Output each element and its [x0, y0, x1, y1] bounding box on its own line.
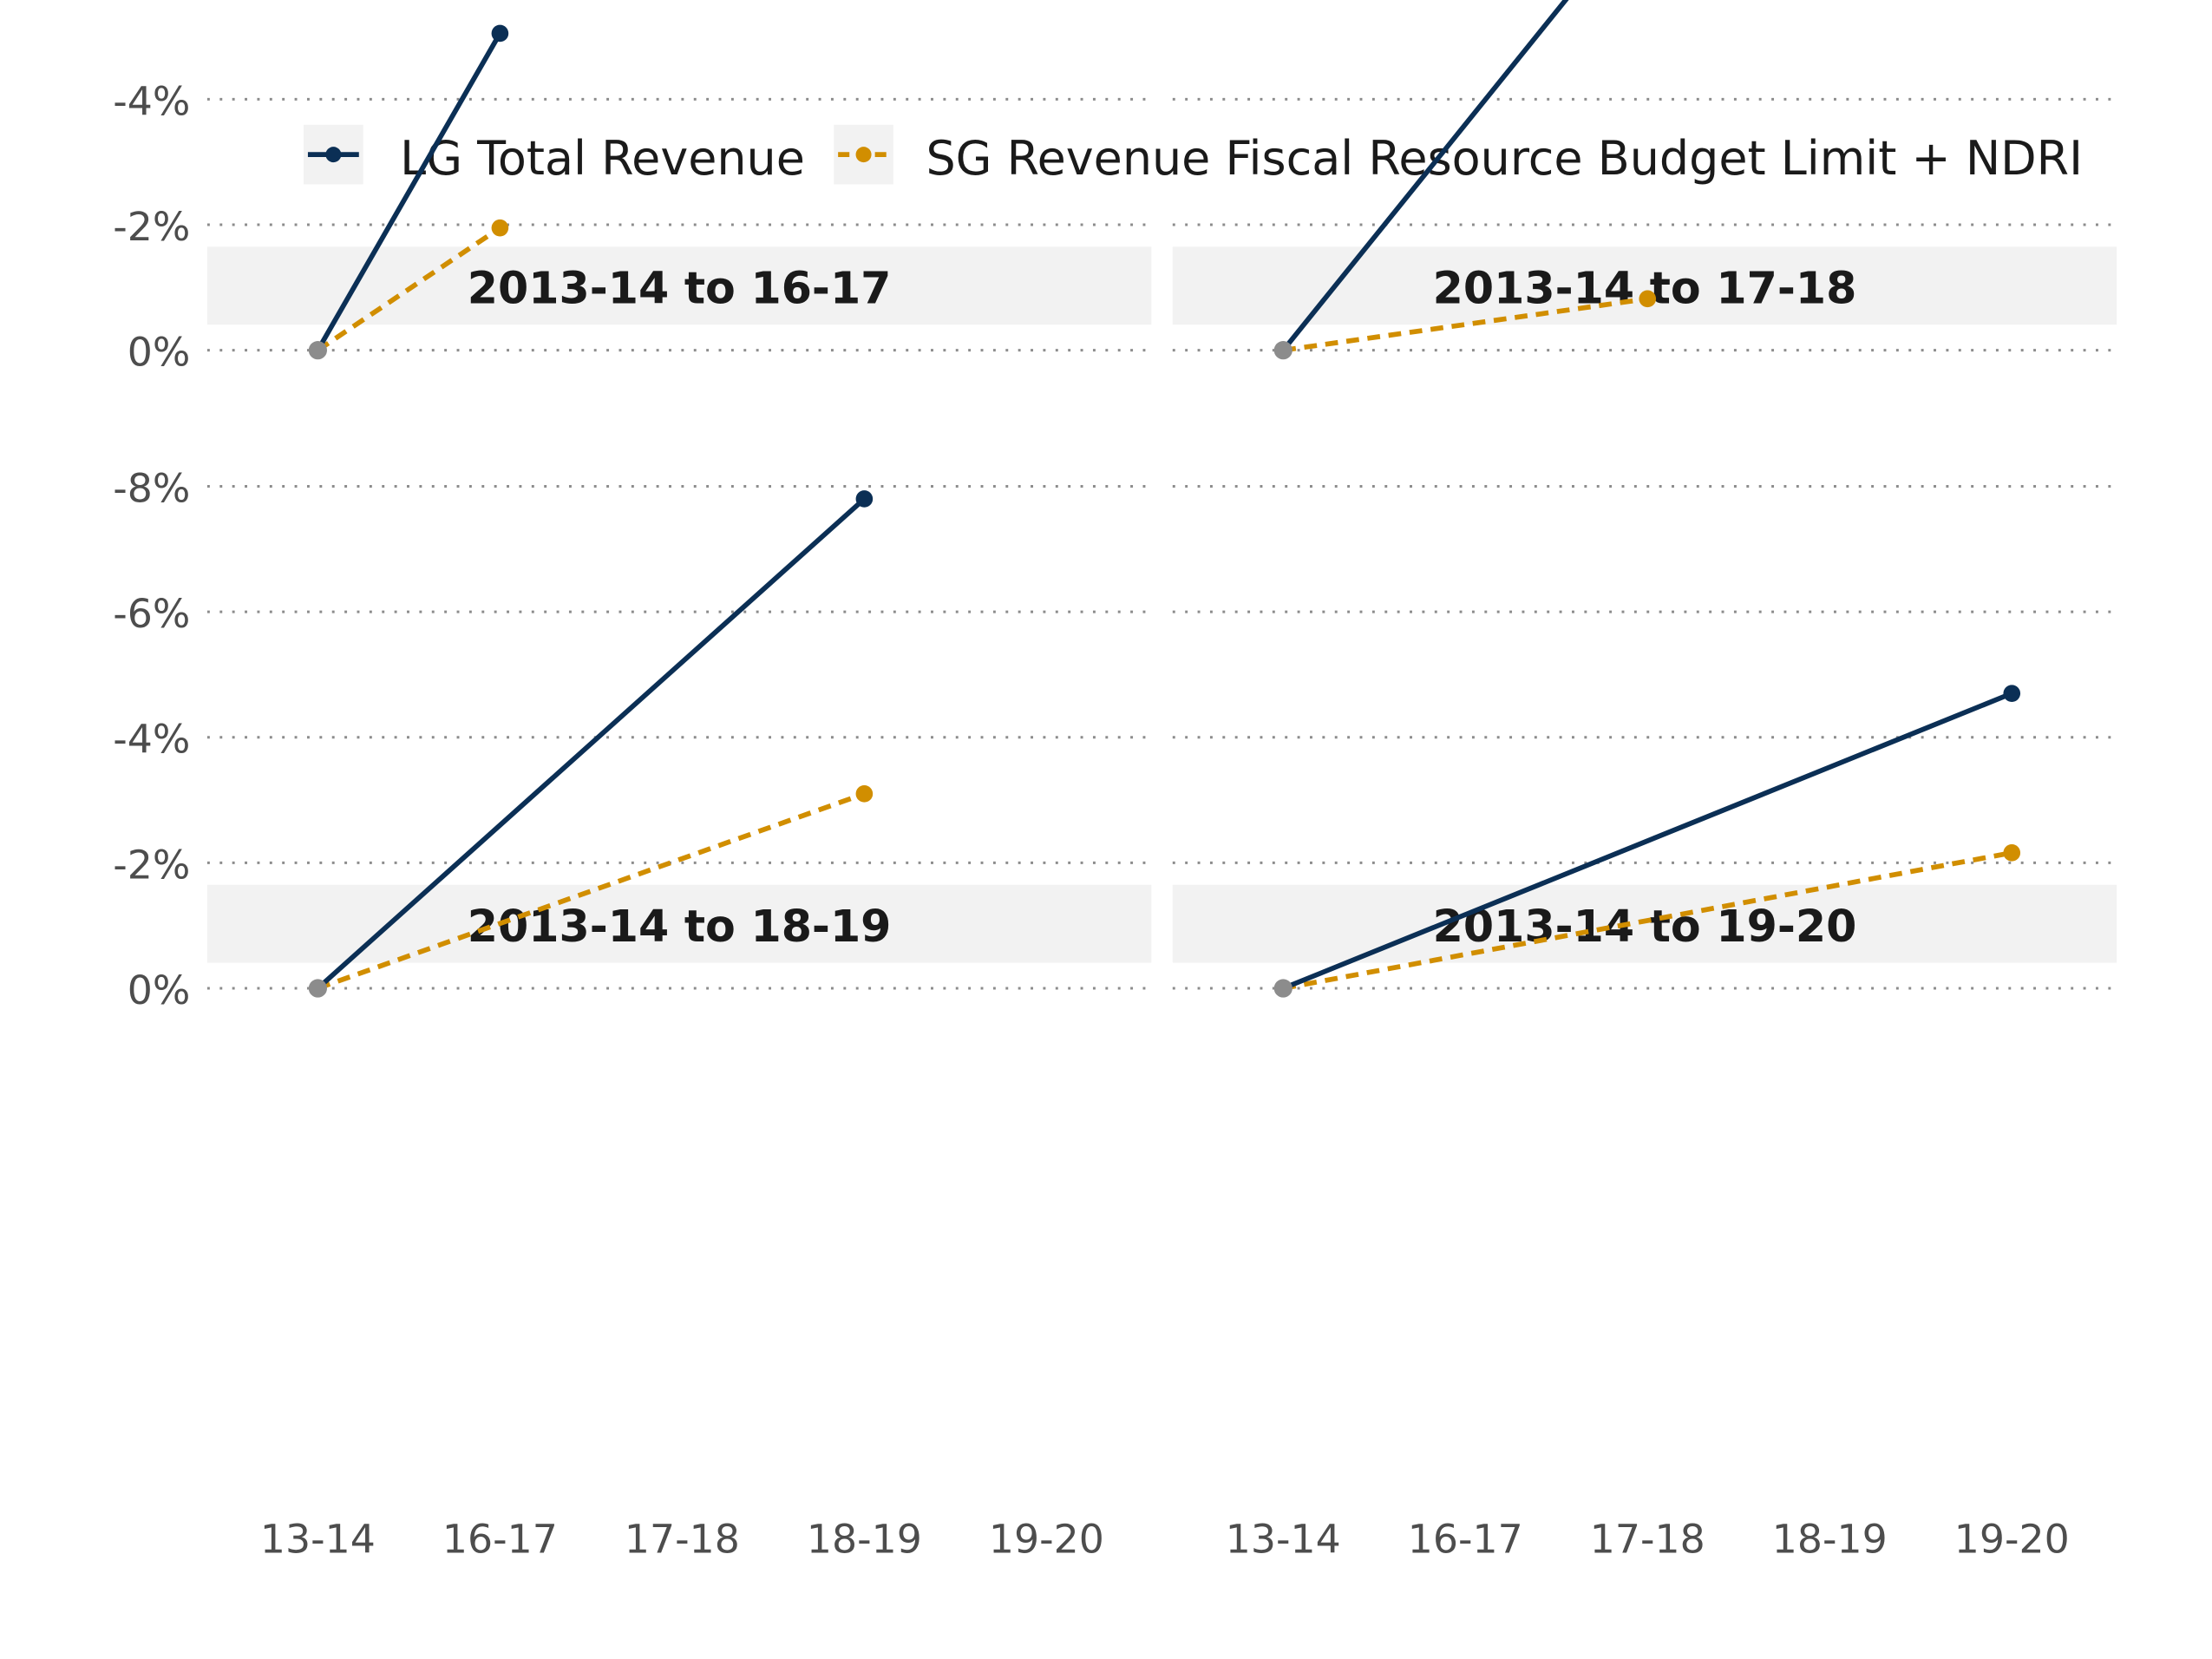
- x-tick-label: 16-17: [442, 1516, 558, 1562]
- y-tick-label: -2%: [113, 842, 190, 888]
- data-point-start: [1273, 341, 1293, 360]
- series-line-sg: [1282, 296, 1648, 353]
- legend-key-point-lg: [325, 147, 342, 163]
- y-tick-label: -4%: [113, 78, 190, 124]
- data-point-start: [1273, 979, 1293, 998]
- x-tick-label: 17-18: [625, 1516, 740, 1562]
- y-tick-label: -2%: [113, 204, 190, 250]
- x-tick-label: 18-19: [1772, 1516, 1888, 1562]
- series-line-sg: [316, 226, 501, 353]
- facet-panel: 2013-14 to 18-19 0% -2% -4% -6% -8% 13-14 16-17…: [113, 466, 1152, 1562]
- x-tick-label: 19-20: [1954, 1516, 2070, 1562]
- facet-strip: [1172, 884, 2117, 963]
- facet-title: 2013-14 to 19-20: [1433, 901, 1857, 952]
- x-tick-label: 13-14: [1226, 1516, 1341, 1562]
- facet-strip: [1172, 246, 2117, 325]
- data-point-lg: [491, 24, 509, 43]
- y-tick-label: -8%: [113, 466, 190, 512]
- data-point-start: [308, 979, 328, 998]
- legend: LG Total Revenue SG Revenue Fiscal Resou…: [304, 124, 2083, 186]
- x-tick-label: 13-14: [260, 1516, 376, 1562]
- x-tick-label: 19-20: [989, 1516, 1104, 1562]
- series-line-sg: [1282, 850, 2012, 991]
- data-point-sg: [855, 785, 874, 803]
- x-tick-label: 16-17: [1408, 1516, 1523, 1562]
- data-point-sg: [2003, 844, 2021, 862]
- legend-label-sg: SG Revenue Fiscal Resource Budget Limit …: [926, 131, 2083, 186]
- data-point-lg: [855, 490, 874, 508]
- data-point-sg: [1639, 290, 1657, 308]
- legend-key-point-sg: [855, 147, 872, 163]
- series-line-lg: [1281, 0, 1569, 352]
- x-tick-label: 18-19: [807, 1516, 922, 1562]
- series-line-lg: [1282, 691, 2013, 991]
- y-tick-label: 0%: [128, 330, 191, 376]
- legend-label-lg: LG Total Revenue: [400, 131, 805, 186]
- series-line-lg: [315, 32, 502, 352]
- series-line-sg: [317, 791, 866, 991]
- facet-title: 2013-14 to 16-17: [468, 263, 892, 314]
- x-tick-label: 17-18: [1590, 1516, 1705, 1562]
- y-tick-label: 0%: [128, 967, 191, 1013]
- facet-panel: 2013-14 to 16-170%-2%-4%-6%-8%: [113, 24, 1152, 376]
- facet-panel: 2013-14 to 19-20 13-14 16-17 17-18 18-19 19-2…: [1172, 485, 2117, 1562]
- y-tick-label: -6%: [113, 591, 190, 637]
- data-point-sg: [491, 219, 509, 237]
- data-point-lg: [2003, 685, 2021, 702]
- facet-strip: [206, 884, 1152, 963]
- data-point-start: [308, 341, 328, 360]
- facet-title: 2013-14 to 18-19: [468, 901, 892, 952]
- facet-panel: 2013-14 to 17-18: [1172, 0, 2117, 360]
- series-line-lg: [316, 496, 867, 991]
- facet-strip: [206, 246, 1152, 325]
- y-tick-label: -4%: [113, 717, 190, 763]
